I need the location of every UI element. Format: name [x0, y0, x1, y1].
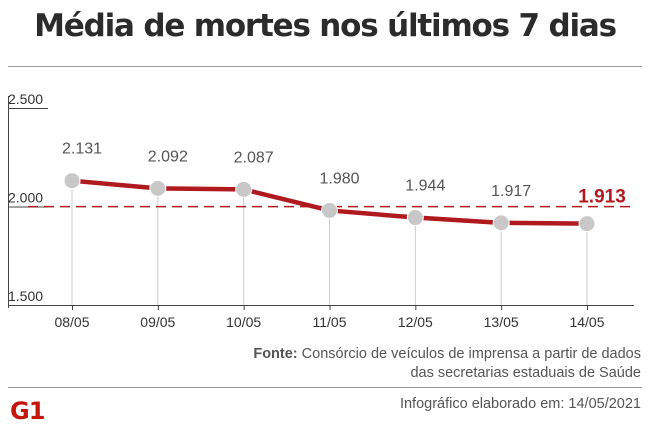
drop-lines: [71, 180, 588, 305]
data-labels: 2.131 2.092 2.087 1.980 1.944 1.917 1.913: [62, 141, 626, 208]
x-tick-label: 14/05: [569, 314, 604, 330]
g1-logo-text: G1: [10, 397, 44, 423]
x-tick-label: 12/05: [398, 314, 433, 330]
x-tick-label: 11/05: [313, 314, 347, 330]
x-tick-label: 09/05: [140, 314, 175, 330]
y-axis-tick-labels: 1.500 2.000 2.500: [8, 91, 43, 304]
title-divider: [8, 66, 642, 67]
data-point: [321, 201, 338, 219]
data-label: 2.092: [148, 148, 188, 165]
g1-logo[interactable]: G1: [10, 395, 44, 423]
chart-title: Média de mortes nos últimos 7 dias: [34, 8, 617, 44]
x-tick-label: 08/05: [54, 314, 89, 330]
source-note: Fonte: Consórcio de veículos de imprensa…: [241, 345, 641, 383]
data-label: 2.087: [234, 149, 274, 166]
y-tick-label: 1.500: [8, 288, 43, 304]
y-tick-label: 2.000: [8, 190, 43, 206]
x-axis-tick-labels: 08/05 09/05 10/05 11/05 12/05 13/05 14/05: [54, 314, 604, 330]
credit-note: Infográfico elaborado em: 14/05/2021: [399, 396, 641, 412]
data-markers: [63, 172, 596, 233]
data-point: [406, 209, 424, 227]
source-text: Consórcio de veículos de imprensa a part…: [301, 346, 641, 381]
data-label: 2.131: [62, 141, 102, 158]
data-point: [63, 172, 81, 190]
data-point: [235, 180, 253, 198]
data-label: 1.944: [405, 178, 445, 195]
footer-divider: [8, 387, 642, 388]
data-point: [492, 214, 510, 232]
data-point: [149, 179, 167, 197]
data-label-highlight: 1.913: [578, 187, 626, 208]
data-label: 1.917: [491, 183, 531, 200]
axes: [8, 96, 634, 310]
data-point: [578, 215, 596, 233]
data-label: 1.980: [319, 170, 359, 187]
x-tick-label: 10/05: [226, 314, 261, 330]
y-tick-label: 2.500: [8, 91, 43, 107]
x-tick-label: 13/05: [484, 314, 519, 330]
source-label: Fonte:: [253, 346, 298, 362]
